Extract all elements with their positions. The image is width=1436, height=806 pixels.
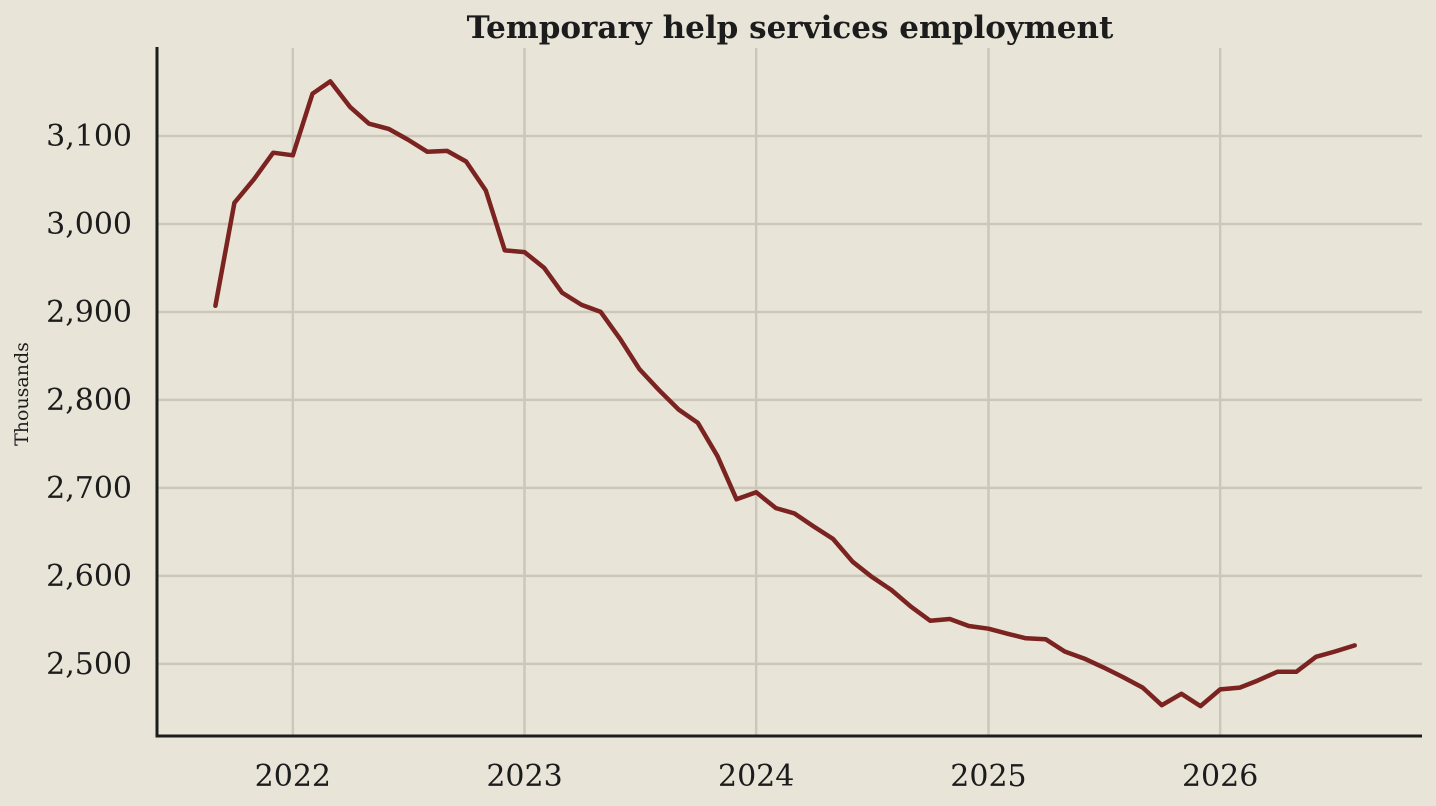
x-tick-label: 2022 (255, 759, 331, 794)
y-tick-label: 2,800 (46, 383, 132, 418)
axes (155, 47, 1422, 738)
series-line (213, 79, 1357, 709)
y-tick-label: 2,700 (46, 471, 132, 506)
series-group (213, 79, 1357, 709)
x-tick-label: 2025 (950, 759, 1026, 794)
x-tick-label: 2024 (718, 759, 794, 794)
tick-labels: 2,500 2,600 2,700 2,800 2,900 3,000 3,100 2022 2… (46, 119, 1258, 794)
y-tick-label: 2,500 (46, 647, 132, 682)
chart-title: Temporary help services employment (467, 10, 1114, 46)
y-tick-label: 3,000 (46, 207, 132, 242)
x-tick-label: 2026 (1182, 759, 1258, 794)
y-tick-label: 2,600 (46, 559, 132, 594)
grid-lines (157, 48, 1422, 736)
x-tick-label: 2023 (486, 759, 562, 794)
y-tick-label: 2,900 (46, 295, 132, 330)
y-axis-label: Thousands (11, 342, 33, 446)
y-tick-label: 3,100 (46, 119, 132, 154)
